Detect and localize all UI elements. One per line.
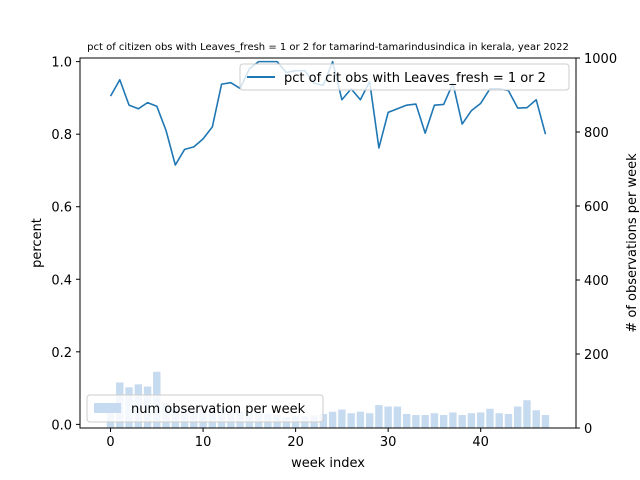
y-axis-left-label: percent	[30, 218, 45, 268]
x-tick-label: 10	[195, 435, 212, 450]
y-right-tick-label: 400	[584, 274, 609, 289]
y-left-tick-label: 0.8	[51, 128, 72, 143]
bar-legend-label: num observation per week	[131, 402, 306, 417]
chart-title: pct of citizen obs with Leaves_fresh = 1…	[87, 42, 569, 53]
x-tick-label: 30	[380, 435, 397, 450]
bar	[384, 406, 392, 428]
line-legend: pct of cit obs with Leaves_fresh = 1 or …	[239, 63, 570, 91]
bar	[467, 413, 476, 428]
bar	[338, 409, 346, 428]
bar	[347, 413, 355, 428]
bar	[328, 411, 337, 428]
bar	[486, 408, 494, 428]
y-axis-right-label: # of observations per week	[625, 153, 640, 333]
bar	[449, 412, 457, 428]
y-left-tick-label: 0.2	[51, 346, 72, 361]
x-tick-label: 0	[106, 435, 114, 450]
line-legend-label: pct of cit obs with Leaves_fresh = 1 or …	[284, 71, 546, 86]
bar	[532, 410, 540, 428]
y-right-tick-label: 1000	[584, 52, 617, 67]
bar	[365, 413, 374, 428]
x-tick-label: 40	[472, 435, 489, 450]
y-left-tick-label: 0.4	[51, 273, 72, 288]
bar	[504, 413, 513, 428]
y-axis-right: 0 200 400 600 800 1000	[576, 52, 617, 437]
bar	[541, 415, 550, 428]
bar	[430, 413, 439, 428]
y-right-tick-label: 800	[584, 126, 609, 141]
plot-frame	[79, 57, 577, 429]
bar	[476, 412, 485, 428]
line-legend-frame	[239, 63, 570, 91]
bar	[375, 405, 383, 428]
y-left-tick-label: 0.6	[51, 201, 72, 216]
bar-legend: num observation per week	[86, 394, 324, 423]
y-axis-left: 0.0 0.2 0.4 0.6 0.8 1.0	[51, 56, 80, 433]
bar	[421, 415, 429, 428]
bar-legend-frame	[86, 394, 324, 423]
bar	[393, 406, 402, 428]
y-right-tick-label: 0	[584, 422, 592, 437]
x-tick-label: 20	[287, 435, 304, 450]
x-axis-label: week index	[291, 456, 365, 471]
bar	[514, 406, 522, 428]
bar	[356, 411, 365, 428]
y-right-tick-label: 600	[584, 200, 609, 215]
bar	[495, 413, 503, 428]
bar	[402, 413, 411, 428]
bar	[319, 413, 328, 428]
bar	[412, 415, 420, 428]
bar	[439, 415, 448, 428]
bar	[458, 415, 466, 428]
y-left-tick-label: 1.0	[51, 56, 72, 71]
x-axis: 0 10 20 30 40	[106, 428, 489, 450]
y-left-tick-label: 0.0	[51, 418, 72, 433]
bar-legend-swatch	[94, 403, 121, 413]
bar	[523, 400, 531, 428]
y-right-tick-label: 200	[584, 348, 609, 363]
